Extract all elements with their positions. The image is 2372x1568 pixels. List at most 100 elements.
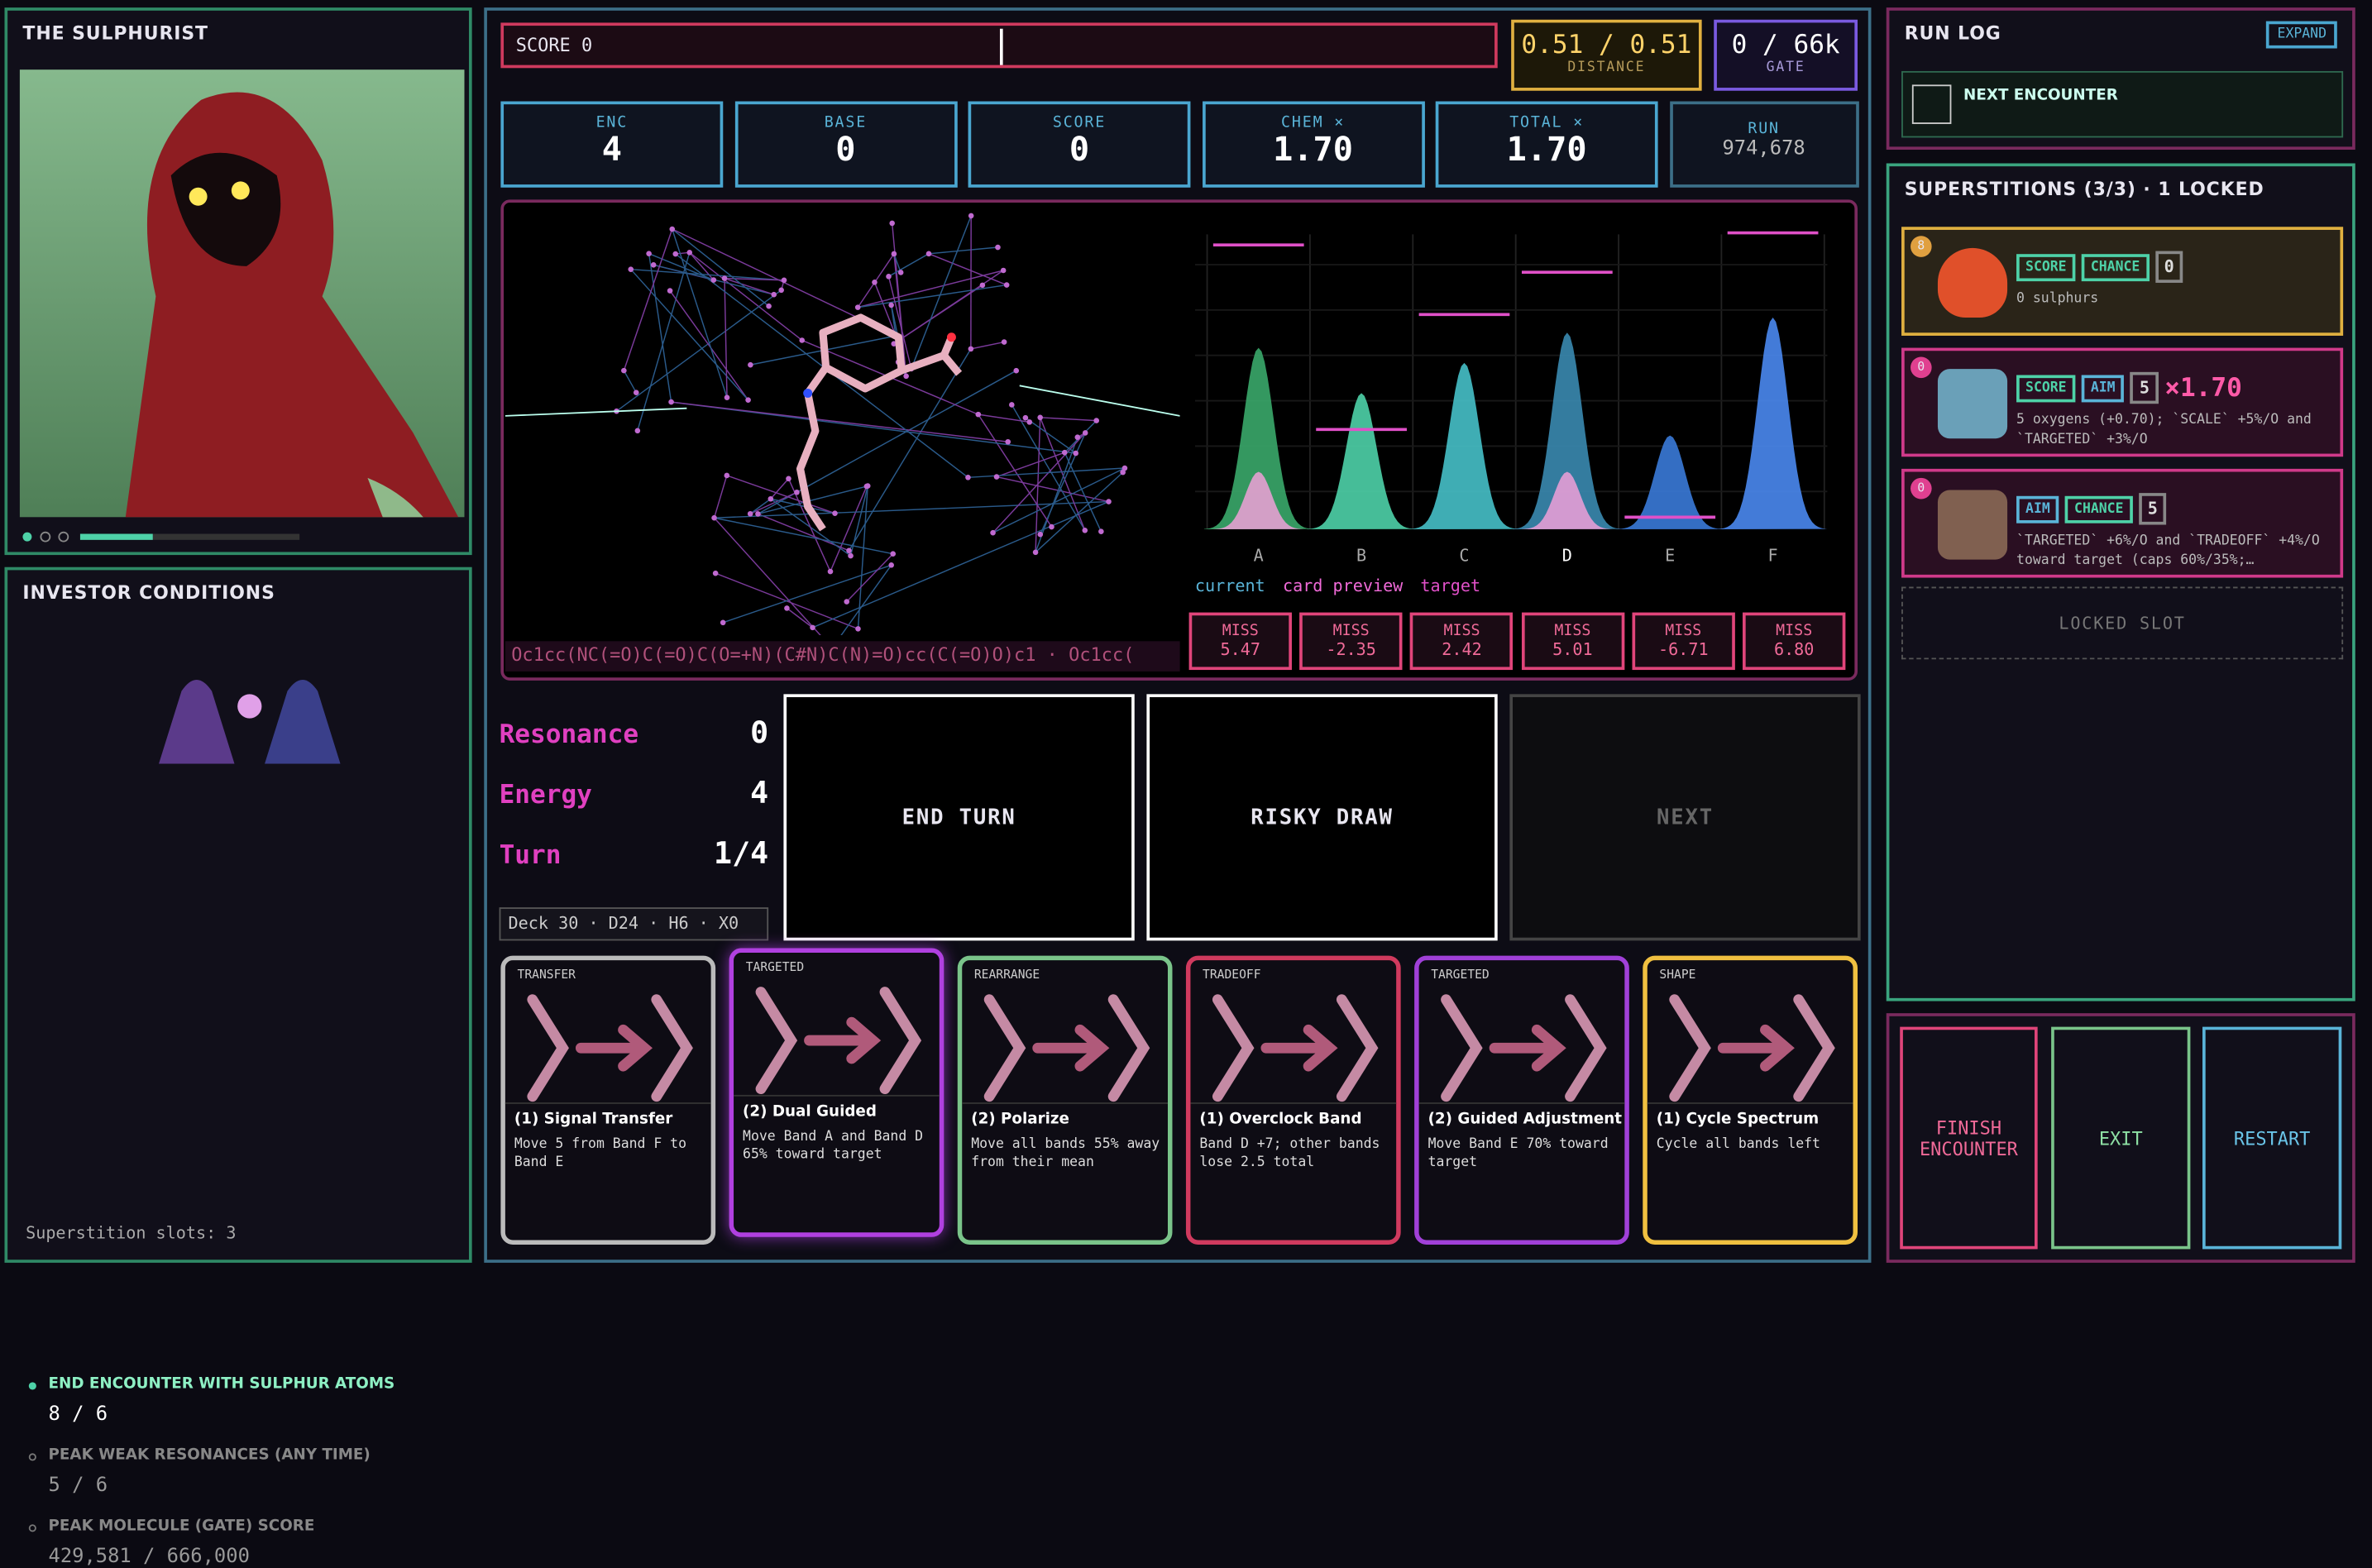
stat-label: ENC bbox=[504, 115, 720, 131]
band-curve bbox=[1719, 318, 1828, 529]
stat-label: CHEM × bbox=[1205, 115, 1422, 131]
card-art bbox=[1647, 984, 1853, 1108]
end-button[interactable]: FINISH ENCOUNTER bbox=[1900, 1027, 2037, 1250]
atom-node bbox=[1023, 415, 1029, 421]
atom-node bbox=[621, 368, 627, 374]
gate-label: GATE bbox=[1717, 60, 1854, 75]
card-art bbox=[505, 984, 711, 1108]
locked-label: LOCKED SLOT bbox=[2059, 613, 2185, 633]
atom-node bbox=[846, 548, 852, 554]
stat-value: 0 bbox=[738, 131, 954, 170]
atom-node bbox=[848, 553, 854, 559]
atom-node bbox=[968, 347, 974, 352]
score-label: SCORE 0 bbox=[516, 35, 593, 56]
atom-node bbox=[810, 625, 815, 631]
atom-node bbox=[799, 337, 805, 343]
card-divider bbox=[1190, 1102, 1396, 1104]
superstition-badge: 0 bbox=[1911, 357, 1932, 379]
bond-net bbox=[971, 342, 1004, 349]
tag: CHANCE bbox=[2065, 495, 2132, 523]
miss-label: MISS bbox=[1303, 623, 1399, 639]
art-chevron bbox=[989, 1000, 1020, 1097]
expand-button[interactable]: EXPAND bbox=[2267, 22, 2337, 49]
bond-net bbox=[929, 247, 997, 254]
page: THE SULPHURIST INVESTOR CONDITIONS END E… bbox=[0, 0, 2372, 1270]
art-arrow bbox=[1038, 1030, 1102, 1066]
card-text: Move all bands 55% away from their mean bbox=[971, 1135, 1164, 1172]
action-button[interactable]: NEXT bbox=[1509, 694, 1860, 940]
superstition-icon bbox=[1938, 248, 2007, 318]
slots-note: Superstition slots: 3 bbox=[26, 1223, 236, 1243]
tag-mult: ×1.70 bbox=[2164, 373, 2242, 404]
atom-node bbox=[1005, 439, 1011, 445]
atom-node bbox=[1013, 368, 1019, 374]
superstitions-title: SUPERSTITIONS (3/3) · 1 LOCKED bbox=[1905, 179, 2264, 200]
art-arrow bbox=[1266, 1030, 1330, 1066]
condition-progress: 429,581 / 666,000 bbox=[49, 1546, 250, 1568]
next-icon bbox=[1912, 84, 1952, 124]
atom-node bbox=[1082, 528, 1088, 533]
atom-node bbox=[898, 270, 904, 275]
atom-node bbox=[784, 605, 790, 611]
end-button[interactable]: RESTART bbox=[2202, 1027, 2341, 1250]
carousel-dots bbox=[20, 528, 323, 546]
bond-net bbox=[894, 270, 1003, 344]
miss-box: MISS-2.35 bbox=[1299, 613, 1402, 670]
atom-node bbox=[1062, 450, 1068, 456]
atom-node bbox=[1073, 451, 1078, 457]
condition-label: END ENCOUNTER WITH SULPHUR ATOMS bbox=[49, 1376, 395, 1393]
art-arrow bbox=[810, 1022, 873, 1059]
atom-node bbox=[1002, 339, 1007, 345]
bond-net bbox=[978, 414, 1052, 527]
card-tag: TARGETED bbox=[746, 960, 804, 973]
atom-node bbox=[855, 304, 861, 310]
card-divider bbox=[962, 1102, 1168, 1104]
condition-label: PEAK MOLECULE (GATE) SCORE bbox=[49, 1518, 315, 1535]
atom-node bbox=[1026, 419, 1032, 425]
tag-count: 5 bbox=[2130, 372, 2159, 404]
card-divider bbox=[734, 1095, 940, 1097]
atom-node bbox=[965, 475, 971, 480]
band-label: A bbox=[1254, 545, 1264, 565]
next-label: NEXT ENCOUNTER bbox=[1963, 88, 2118, 104]
band-label: D bbox=[1562, 545, 1572, 565]
miss-value: 6.80 bbox=[1746, 639, 1843, 659]
card-tag: SHAPE bbox=[1659, 968, 1695, 981]
card-art bbox=[734, 977, 940, 1101]
card-text: Cycle all bands left bbox=[1657, 1135, 1850, 1154]
atom-node bbox=[1004, 282, 1010, 288]
band-label: F bbox=[1768, 545, 1778, 565]
tag: CHANCE bbox=[2082, 253, 2149, 280]
card-art bbox=[962, 984, 1168, 1108]
atom-node bbox=[628, 266, 634, 272]
superstition-icon bbox=[1938, 490, 2007, 559]
locked-slot: LOCKED SLOT bbox=[1901, 586, 2343, 659]
stat-box: CHEM ×1.70 bbox=[1202, 102, 1424, 188]
bond-net bbox=[849, 349, 970, 551]
legend-item: card preview bbox=[1283, 576, 1404, 595]
bond-net bbox=[672, 229, 769, 306]
score-bar: SCORE 0 bbox=[500, 22, 1497, 68]
bond-net bbox=[631, 270, 748, 400]
action-button[interactable]: END TURN bbox=[783, 694, 1134, 940]
stat-value: 0 bbox=[971, 131, 1188, 170]
end-button[interactable]: EXIT bbox=[2051, 1027, 2190, 1250]
tag-count: 5 bbox=[2139, 493, 2167, 524]
atom-node bbox=[995, 245, 1001, 251]
atom-node bbox=[771, 292, 777, 298]
action-button[interactable]: RISKY DRAW bbox=[1146, 694, 1497, 940]
